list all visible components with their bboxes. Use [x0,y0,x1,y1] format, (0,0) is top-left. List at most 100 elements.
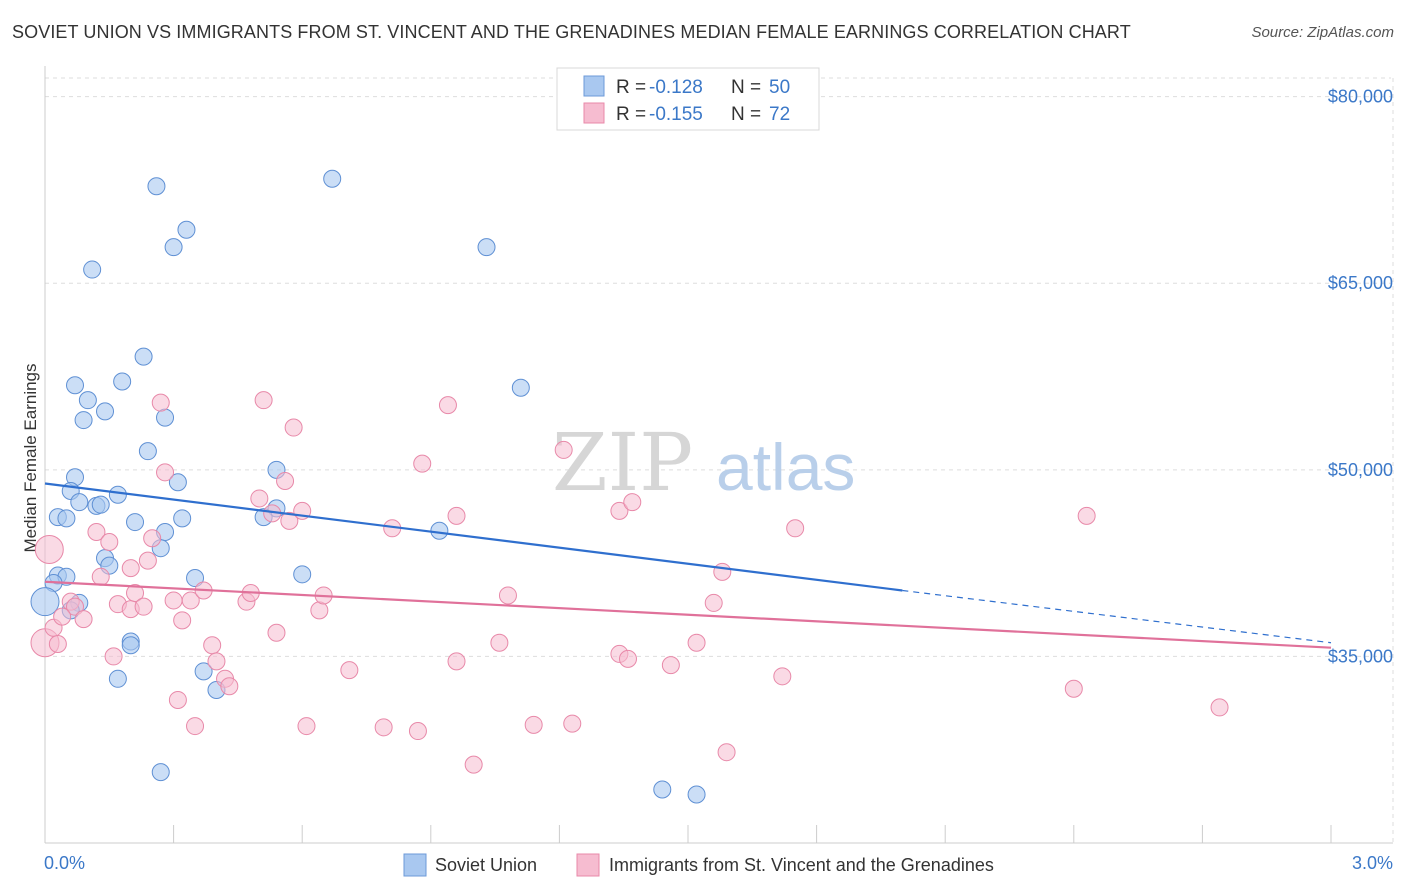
soviet-union-point [74,411,93,430]
st-vincent-point [447,506,466,525]
st-vincent-point [713,562,732,581]
st-vincent-point [87,523,106,542]
soviet-union-point [653,780,672,799]
st-vincent-point [91,567,110,586]
st-vincent-point [267,623,286,642]
x-tick-labels: 0.0% 3.0% [44,853,1393,873]
st-vincent-trend-line [44,580,1332,649]
soviet-union-point [113,372,132,391]
st-vincent-point [164,591,183,610]
legend-r-value-1: -0.128 [649,77,703,98]
st-vincent-point [374,718,393,737]
soviet-union-point [30,587,60,617]
st-vincent-point [438,396,457,415]
watermark-atlas: atlas [716,430,855,504]
st-vincent-point [704,593,723,612]
st-vincent-point [104,647,123,666]
st-vincent-points [30,391,1229,774]
y-tick-label: $50,000 [1328,460,1393,480]
bottom-legend-label-st-vincent: Immigrants from St. Vincent and the Gren… [609,855,994,875]
soviet-union-trend-extension [902,589,1332,644]
st-vincent-point [563,714,582,733]
st-vincent-point [623,493,642,512]
soviet-union-point [96,402,115,421]
st-vincent-point [408,722,427,741]
st-vincent-point [717,743,736,762]
st-vincent-point [53,607,72,626]
st-vincent-point [554,440,573,459]
st-vincent-point [100,532,119,551]
st-vincent-point [220,677,239,696]
soviet-union-point [126,513,145,532]
soviet-union-point [134,347,153,366]
st-vincent-point [126,583,145,602]
soviet-union-point [83,260,102,279]
st-vincent-point [134,597,153,616]
st-vincent-point [203,636,222,655]
watermark-zip: ZIP [552,416,693,509]
soviet-union-point [108,485,127,504]
legend-r-value-2: -0.155 [649,104,703,125]
st-vincent-point [66,597,85,616]
soviet-union-trend-line [44,482,903,592]
st-vincent-point [181,591,200,610]
legend-r-label-2: R = [616,104,646,125]
soviet-union-point [173,509,192,528]
st-vincent-point [1210,698,1229,717]
st-vincent-point [490,633,509,652]
legend-r-label-1: R = [616,77,646,98]
correlation-legend: R = -0.128 N = 50 R = -0.155 N = 72 [556,67,820,131]
soviet-union-point [57,509,76,528]
st-vincent-point [168,690,187,709]
trend-lines [44,482,1332,649]
st-vincent-point [610,501,629,520]
st-vincent-point [498,586,517,605]
soviet-union-point [147,177,166,196]
soviet-union-point [194,662,213,681]
st-vincent-point [687,633,706,652]
y-tick-labels: $35,000 $50,000 $65,000 $80,000 [1328,87,1393,667]
st-vincent-point [524,715,543,734]
legend-n-label-2: N = [731,104,761,125]
y-tick-label: $80,000 [1328,87,1393,107]
st-vincent-point [340,661,359,680]
soviet-union-point [91,495,110,514]
st-vincent-point [280,511,299,530]
soviet-union-point [108,669,127,688]
st-vincent-point [254,391,273,410]
st-vincent-point [151,393,170,412]
soviet-union-point [177,220,196,239]
legend-swatch-st-vincent [583,102,605,124]
soviet-union-point [138,442,157,461]
legend-n-value-2: 72 [769,104,790,125]
st-vincent-point [74,610,93,629]
st-vincent-point [773,667,792,686]
y-tick-label: $65,000 [1328,273,1393,293]
soviet-union-point [121,636,140,655]
y-tick-label: $35,000 [1328,646,1393,666]
st-vincent-point [661,656,680,675]
st-vincent-point [786,519,805,538]
legend-swatch-soviet-union [583,75,605,97]
st-vincent-point [138,551,157,570]
soviet-union-point [78,391,97,410]
axes [44,66,1393,844]
st-vincent-point [48,634,67,653]
st-vincent-point [121,559,140,578]
bottom-legend-swatch-st-vincent [576,853,600,877]
st-vincent-point [156,463,175,482]
st-vincent-point [34,534,64,564]
st-vincent-point [143,529,162,548]
st-vincent-point [464,755,483,774]
st-vincent-point [618,649,637,668]
st-vincent-point [186,717,205,736]
soviet-union-point [168,473,187,492]
legend-n-label-1: N = [731,77,761,98]
soviet-union-point [293,565,312,584]
x-tick-label-max: 3.0% [1352,853,1393,873]
x-tick-label-min: 0.0% [44,853,85,873]
st-vincent-point [413,454,432,473]
st-vincent-point [207,652,226,671]
chart-title: SOVIET UNION VS IMMIGRANTS FROM ST. VINC… [12,22,1131,42]
